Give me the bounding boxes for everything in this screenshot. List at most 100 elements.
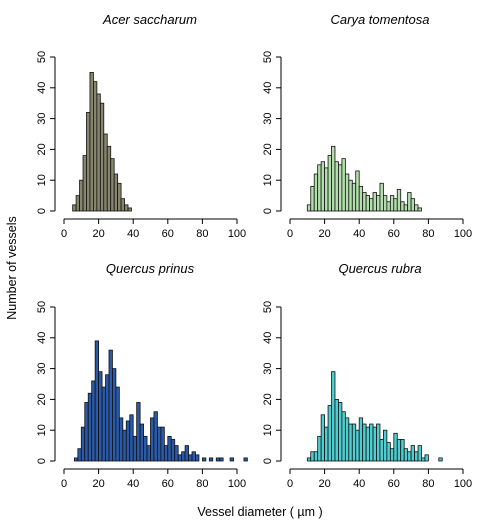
y-tick-label: 0 bbox=[36, 458, 48, 464]
histogram-bar bbox=[372, 426, 377, 462]
histogram-bar bbox=[414, 204, 419, 212]
x-tick-label: 80 bbox=[196, 478, 208, 490]
x-axis-label: Vessel diameter ( µm ) bbox=[197, 505, 322, 519]
x-tick-label: 20 bbox=[92, 478, 104, 490]
histogram-bar bbox=[306, 204, 312, 212]
histogram-bar bbox=[341, 158, 346, 212]
histogram-bar bbox=[313, 451, 319, 462]
histogram-bar bbox=[110, 158, 115, 212]
y-tick-label: 0 bbox=[36, 208, 48, 214]
histogram-bar bbox=[396, 439, 402, 462]
histogram-bar bbox=[117, 182, 122, 212]
histogram-bar bbox=[369, 423, 374, 462]
x-tick-label: 80 bbox=[196, 228, 208, 240]
histogram-bar bbox=[317, 435, 322, 462]
histogram-bar bbox=[358, 185, 364, 212]
x-tick-label: 60 bbox=[388, 478, 400, 490]
histogram-bar bbox=[113, 173, 119, 212]
histogram-bar bbox=[320, 414, 326, 462]
histogram-bar bbox=[410, 198, 415, 212]
y-tick-label: 10 bbox=[36, 174, 48, 186]
histogram-bar bbox=[324, 426, 329, 462]
x-tick-label: 0 bbox=[287, 228, 293, 240]
histogram-bar bbox=[112, 368, 117, 462]
y-tick-label: 0 bbox=[262, 208, 274, 214]
histogram-bar bbox=[91, 380, 96, 462]
histogram-bar bbox=[105, 374, 110, 462]
histogram-bar bbox=[403, 204, 409, 212]
histogram-bar bbox=[313, 173, 319, 212]
histogram-bar bbox=[153, 411, 158, 462]
histogram-bar bbox=[99, 102, 105, 212]
histogram-bar bbox=[146, 445, 151, 462]
x-tick-label: 40 bbox=[127, 228, 139, 240]
x-tick-label: 60 bbox=[162, 478, 174, 490]
histogram-bar bbox=[86, 112, 91, 212]
y-tick-label: 20 bbox=[36, 143, 48, 155]
histogram-bar bbox=[132, 435, 138, 462]
x-tick-label: 80 bbox=[422, 478, 434, 490]
y-tick-label: 20 bbox=[262, 393, 274, 405]
x-tick-label: 40 bbox=[353, 228, 365, 240]
panel-acer: Acer saccharum 0 20 40 60 80 100 0 10 20 30 40 50 bbox=[36, 12, 246, 240]
histogram-bar bbox=[389, 448, 395, 462]
histogram-bar bbox=[369, 198, 374, 212]
y-tick-label: 0 bbox=[262, 458, 274, 464]
panel-carya: Carya tomentosa 0 20 40 60 80 100 0 10 20 30 40 50 bbox=[262, 12, 472, 240]
histogram-bar bbox=[383, 195, 388, 212]
histogram-bar bbox=[177, 454, 183, 462]
histogram-bar bbox=[136, 402, 141, 462]
x-tick-label: 80 bbox=[422, 228, 434, 240]
x-tick-label: 100 bbox=[454, 228, 472, 240]
histogram-bar bbox=[101, 386, 106, 462]
histogram-bar bbox=[320, 161, 326, 212]
histogram-bar bbox=[174, 445, 179, 462]
histogram-bar bbox=[195, 454, 200, 462]
histogram-bar bbox=[348, 179, 353, 212]
histogram-bar bbox=[376, 423, 381, 462]
histogram-bar bbox=[118, 417, 124, 462]
panel-title: Acer saccharum bbox=[102, 12, 197, 27]
y-tick-label: 50 bbox=[36, 51, 48, 63]
histogram-bar bbox=[89, 72, 94, 212]
histogram-bar bbox=[365, 426, 370, 462]
x-tick-label: 20 bbox=[318, 478, 330, 490]
histogram-bar bbox=[125, 420, 131, 462]
histogram-bar bbox=[103, 133, 108, 212]
histogram-bar bbox=[348, 423, 353, 462]
histogram-bar bbox=[400, 439, 405, 462]
x-tick-label: 0 bbox=[61, 228, 67, 240]
histogram-bar bbox=[338, 164, 343, 212]
histogram-bar bbox=[393, 198, 398, 212]
y-tick-label: 50 bbox=[262, 51, 274, 63]
histogram-bar bbox=[396, 189, 402, 212]
histogram-bar bbox=[376, 195, 381, 212]
histogram-bar bbox=[386, 201, 391, 212]
histogram-bar bbox=[80, 426, 86, 462]
x-tick-label: 0 bbox=[287, 478, 293, 490]
histogram-bar bbox=[94, 340, 99, 462]
histogram-bar bbox=[124, 204, 129, 212]
x-tick-label: 40 bbox=[353, 478, 365, 490]
histogram-bar bbox=[127, 207, 132, 212]
x-tick-label: 100 bbox=[228, 478, 246, 490]
panel-rubra: Quercus rubra 0 20 40 60 80 100 0 10 20 30 40 50 bbox=[262, 261, 472, 490]
x-tick-label: 100 bbox=[228, 228, 246, 240]
y-tick-label: 40 bbox=[36, 332, 48, 344]
histogram-bar bbox=[334, 161, 339, 212]
histogram-bar bbox=[72, 204, 77, 212]
panel-title: Quercus prinus bbox=[106, 261, 195, 276]
histogram-bar bbox=[362, 192, 367, 212]
histogram-bar bbox=[96, 93, 101, 212]
histogram-bar bbox=[334, 398, 339, 462]
histogram-bar bbox=[317, 164, 322, 212]
histogram-bar bbox=[379, 439, 384, 462]
histogram-bar bbox=[310, 451, 315, 462]
y-tick-label: 50 bbox=[262, 301, 274, 313]
histogram-bar bbox=[163, 445, 169, 462]
histogram-bar bbox=[170, 439, 176, 462]
y-tick-label: 30 bbox=[36, 362, 48, 374]
y-tick-label: 30 bbox=[262, 112, 274, 124]
histogram-bar bbox=[344, 173, 350, 212]
